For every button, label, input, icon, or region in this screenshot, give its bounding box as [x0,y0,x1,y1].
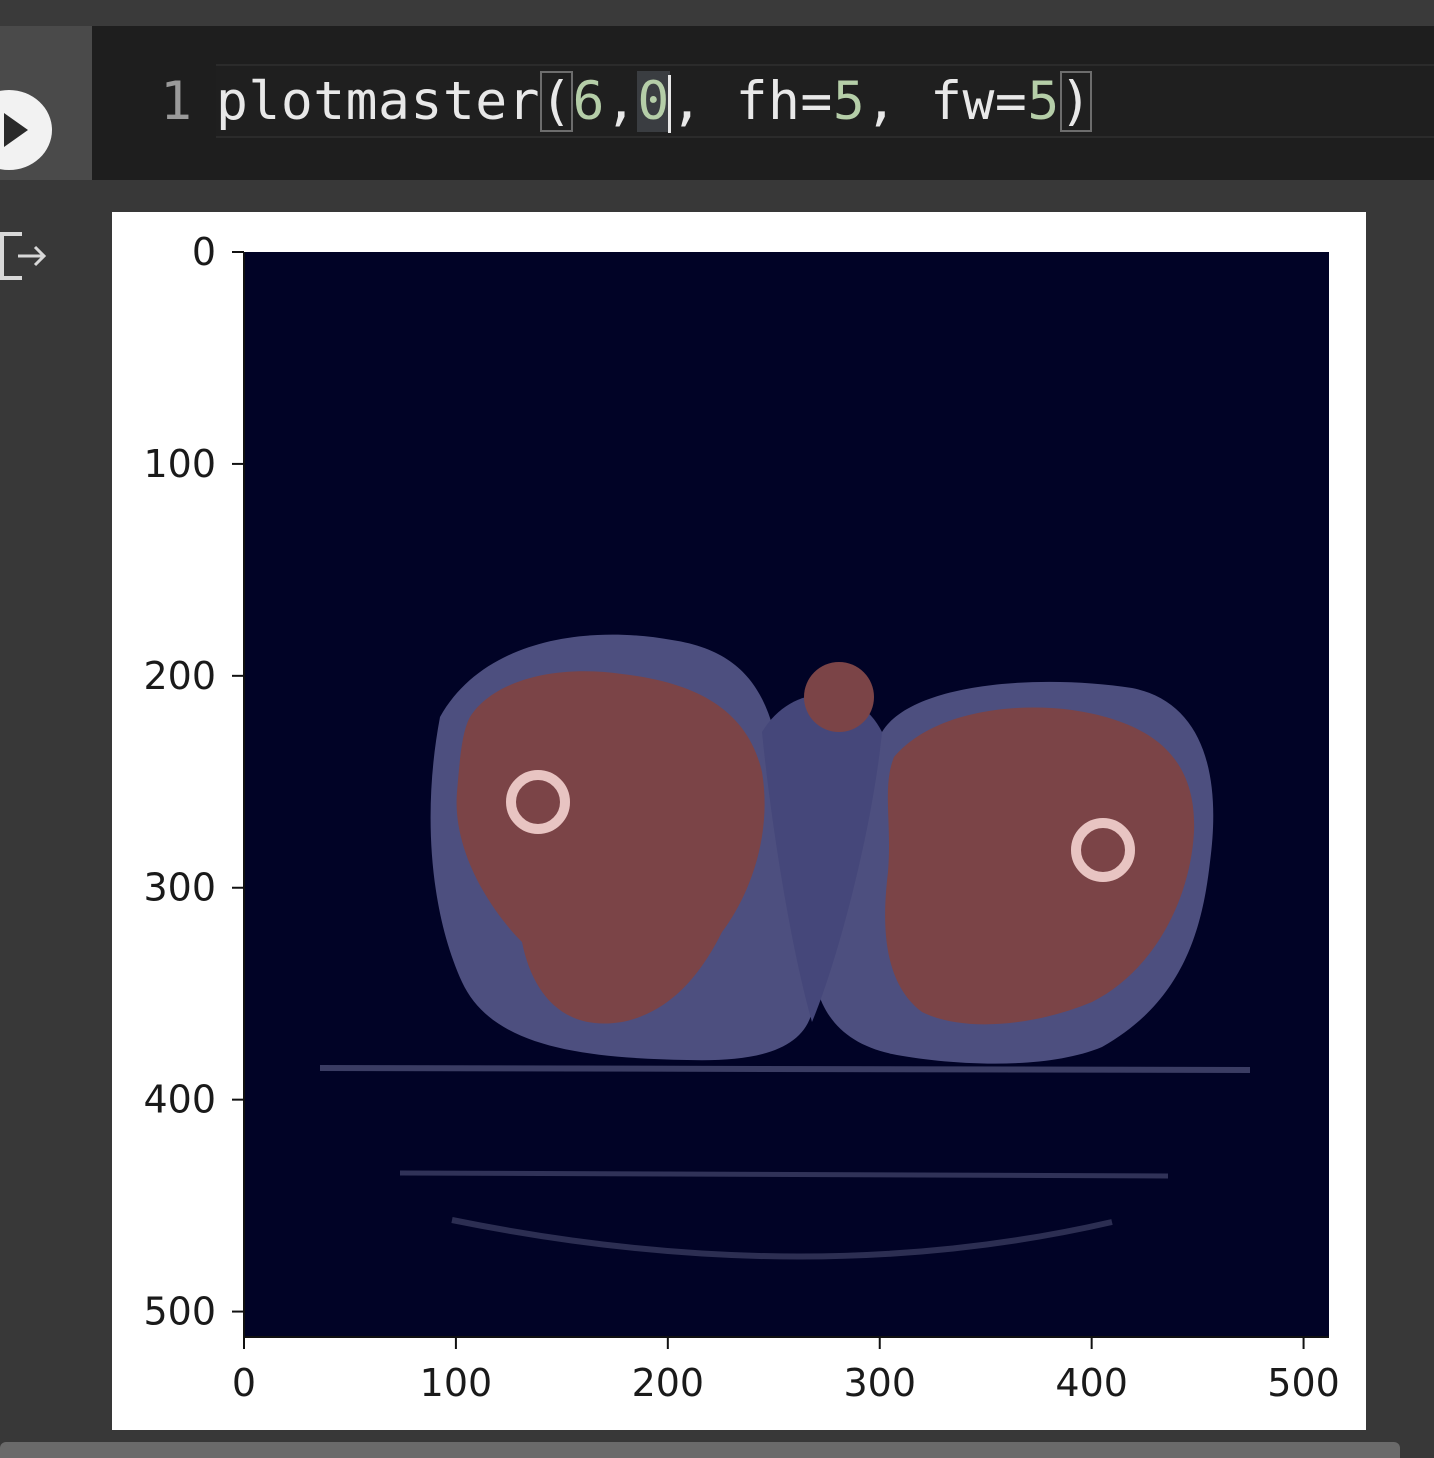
x-tick-label: 500 [1267,1361,1340,1405]
y-tick-label: 200 [143,654,216,698]
function-name: plotmaster [216,71,541,132]
x-tick-label: 0 [232,1361,256,1405]
y-ticks: 0 100 200 300 400 500 [143,230,244,1334]
x-tick-label: 100 [420,1361,493,1405]
play-icon [4,113,28,147]
scan-table-top [319,1065,1251,1073]
y-tick-label: 500 [143,1290,216,1334]
run-cell-button[interactable] [0,90,52,170]
fw-value: 5 [1027,71,1060,132]
scan-table-curve [451,1217,1113,1260]
x-tick-label: 200 [632,1361,705,1405]
soft-tissue-center [762,694,882,1022]
midline-structure [804,662,874,732]
output-figure: 0 100 200 300 400 500 0 100 200 300 400 500 [112,212,1366,1430]
comma-1: , [604,71,638,132]
top-strip [0,0,1434,26]
comma-2: , [670,71,704,132]
output-arrow-icon[interactable] [0,228,50,284]
arg-2: 0 [637,71,670,132]
fw-key: fw= [897,71,1028,132]
muscle-left [456,671,765,1024]
muscle-right [885,707,1195,1025]
y-tick-label: 0 [192,230,216,274]
horizontal-scrollbar[interactable] [0,1442,1400,1458]
y-tick-label: 100 [143,442,216,486]
arg-1: 6 [572,71,605,132]
code-line[interactable]: plotmaster(6,0, fh=5, fw=5) [216,70,1093,134]
femur-left [506,770,570,834]
axes [243,252,1329,1338]
scan-table-mid [399,1170,1169,1179]
close-paren: ) [1059,71,1093,132]
line-number: 1 [160,71,192,132]
x-ticks: 0 100 200 300 400 500 [232,1337,1340,1405]
run-gutter [0,26,92,180]
y-tick-label: 400 [143,1078,216,1122]
y-tick-label: 300 [143,866,216,910]
current-line-highlight [216,64,1434,138]
x-tick-label: 300 [843,1361,916,1405]
text-cursor [667,75,671,134]
femur-right [1071,818,1135,882]
fh-key: fh= [703,71,833,132]
open-paren: ( [540,71,573,132]
chart-svg: 0 100 200 300 400 500 0 100 200 300 400 500 [143,230,1340,1405]
fh-value: 5 [832,71,866,132]
ct-image [244,252,1329,1337]
comma-3: , [865,71,898,132]
x-tick-label: 400 [1055,1361,1128,1405]
